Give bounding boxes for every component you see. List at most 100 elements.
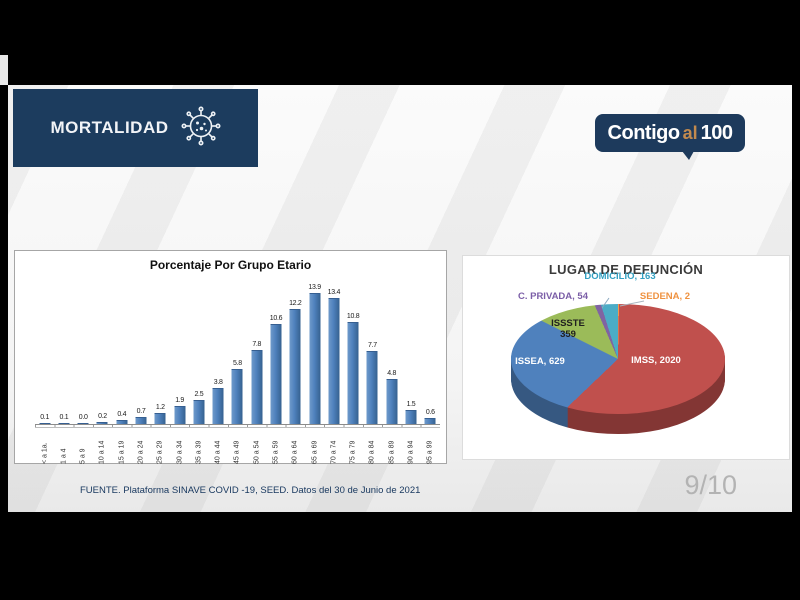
- bar-value-label: 13.9: [308, 284, 321, 291]
- pie-chart: [511, 304, 725, 434]
- bar-slot: 0.2 10 a 14: [93, 281, 112, 464]
- frame-notch: [0, 55, 8, 85]
- logo-text-100: 100: [700, 121, 733, 144]
- bar-x-label: 60 a 64: [291, 440, 299, 464]
- bar-x-label: 10 a 14: [98, 440, 106, 464]
- bar-value-label: 0.2: [98, 413, 107, 420]
- bar: [39, 423, 51, 424]
- bar-value-label: 1.5: [406, 401, 416, 408]
- bar-x-label: 45 a 49: [233, 440, 241, 464]
- bar-plot: 0.1 < a 1a. 0.1 1 a 4 0.0 5 a 9 0.2 10 a 14 0.4 1…: [35, 281, 440, 464]
- bar-slot: 1.9 30 a 34: [170, 281, 189, 464]
- bar-x-label: 35 a 39: [195, 440, 203, 464]
- pie-top-face: [511, 304, 725, 414]
- logo-text-contigo: Contigo: [607, 121, 681, 144]
- slide-content: MORTALIDAD: [8, 85, 792, 512]
- bar-value-label: 10.6: [269, 315, 283, 322]
- bar: [328, 298, 340, 424]
- bar: [424, 418, 436, 424]
- banner-title: MORTALIDAD: [50, 118, 169, 137]
- pie-label-issste: ISSSTE 359: [551, 318, 585, 340]
- bar-x-label: 1 a 4: [60, 448, 68, 464]
- bar-value-label: 12.2: [289, 300, 302, 307]
- bar: [154, 413, 166, 424]
- bar-slot: 7.8 50 a 54: [247, 281, 266, 464]
- bar: [251, 350, 263, 424]
- bar-x-label: 50 a 54: [253, 440, 261, 464]
- bar-value-label: 0.6: [425, 409, 435, 416]
- bar-slot: 0.1 < a 1a.: [35, 281, 54, 464]
- bar-x-label: 30 a 34: [176, 440, 184, 464]
- bar: [386, 379, 398, 424]
- bar-slot: 1.5 90 a 94: [401, 281, 420, 464]
- bar: [96, 422, 108, 424]
- bar-x-label: 95 a 99: [426, 440, 434, 464]
- bar-value-label: 7.8: [252, 341, 262, 348]
- pie-label-imss: IMSS, 2020: [631, 355, 681, 366]
- bar-x-axis: [35, 424, 440, 428]
- bar-x-label: 85 a 89: [388, 440, 396, 464]
- mortalidad-banner: MORTALIDAD: [13, 89, 258, 167]
- bar-value-label: 13.4: [327, 289, 341, 296]
- source-note: FUENTE. Plataforma SINAVE COVID -19, SEE…: [80, 485, 421, 496]
- bar-x-label: 90 a 94: [407, 440, 415, 464]
- bar-value-label: 7.7: [368, 342, 377, 349]
- bar: [58, 423, 70, 424]
- bar-value-label: 1.9: [175, 397, 185, 404]
- bar-value-label: 5.8: [233, 360, 242, 367]
- pie-label-domicilio: DOMICILIO, 163: [584, 271, 656, 282]
- bar-x-label: 65 a 69: [311, 440, 319, 464]
- bar-x-label: 40 a 44: [214, 440, 222, 464]
- bar: [212, 388, 224, 424]
- bar-x-label: 55 a 59: [272, 440, 280, 464]
- pie-label-sedena: SEDENA, 2: [639, 291, 691, 302]
- bar: [270, 324, 282, 424]
- virus-icon: [180, 105, 221, 151]
- bar-x-label: < a 1a.: [41, 442, 49, 464]
- bar-x-label: 70 a 74: [330, 440, 338, 464]
- bar-value-label: 2.5: [194, 391, 204, 398]
- bar-slot: 13.4 70 a 74: [324, 281, 343, 464]
- contigo-al-100-logo: Contigo al 100: [595, 114, 745, 160]
- bar-value-label: 0.1: [59, 414, 69, 421]
- bar-value-label: 1.2: [155, 404, 165, 411]
- bar-x-label: 25 a 29: [156, 440, 164, 464]
- bar-slot: 2.5 35 a 39: [189, 281, 208, 464]
- bar: [193, 400, 205, 424]
- bar-slot: 0.0 5 a 9: [74, 281, 93, 464]
- bar-slot: 10.8 75 a 79: [344, 281, 363, 464]
- bar-slot: 5.8 45 a 49: [228, 281, 247, 464]
- bar-slot: 0.1 1 a 4: [54, 281, 73, 464]
- logo-text-al: al: [682, 122, 698, 143]
- bar-x-label: 5 a 9: [79, 448, 87, 464]
- bar-value-label: 0.1: [40, 414, 50, 421]
- bar-value-label: 0.0: [78, 414, 88, 421]
- bar: [135, 417, 147, 424]
- bar: [309, 293, 321, 424]
- bar: [174, 406, 186, 424]
- bar: [366, 351, 378, 424]
- bar-value-label: 10.8: [346, 313, 360, 320]
- bar: [116, 420, 128, 424]
- bar-slot: 7.7 80 a 84: [363, 281, 382, 464]
- pie-label-issea: ISSEA, 629: [515, 356, 565, 367]
- pie-chart-panel: LUGAR DE DEFUNCIÓN SEDENA, 2 IMSS, 2020 …: [462, 255, 790, 460]
- bar-x-label: 75 a 79: [349, 440, 357, 464]
- pie-label-c-privada: C. PRIVADA, 54: [517, 291, 589, 302]
- bar-slot: 3.8 40 a 44: [209, 281, 228, 464]
- bar-x-label: 80 a 84: [368, 440, 376, 464]
- bar-slot: 4.8 85 a 89: [382, 281, 401, 464]
- pie-chart-title: LUGAR DE DEFUNCIÓN: [548, 262, 704, 277]
- bar-slot: 0.6 95 a 99: [421, 281, 440, 464]
- bar-slot: 13.9 65 a 69: [305, 281, 324, 464]
- bar: [77, 423, 89, 424]
- bar-value-label: 3.8: [213, 379, 223, 386]
- bar-chart-panel: Porcentaje Por Grupo Etario 0.1 < a 1a. 0.…: [14, 250, 447, 464]
- bar-slot: 10.6 55 a 59: [266, 281, 285, 464]
- bar: [231, 369, 243, 424]
- bar-slot: 12.2 60 a 64: [286, 281, 305, 464]
- bar: [347, 322, 359, 424]
- bar-slot: 1.2 25 a 29: [151, 281, 170, 464]
- bar-x-label: 20 a 24: [137, 440, 145, 464]
